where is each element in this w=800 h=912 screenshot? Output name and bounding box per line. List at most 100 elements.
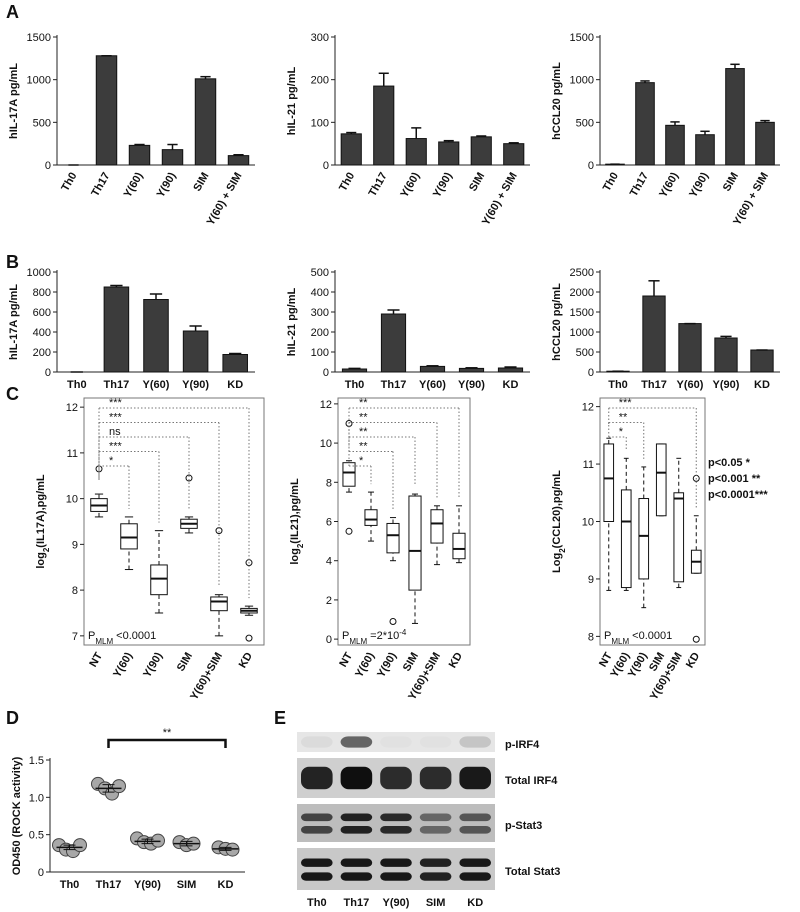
box	[210, 596, 228, 612]
bar	[341, 368, 368, 373]
significance-label: *	[109, 455, 114, 467]
text-part: MLM	[95, 637, 113, 646]
x-tick-label: SIM	[721, 171, 741, 194]
significance-label: ns	[109, 426, 121, 438]
blot-band	[459, 766, 491, 790]
bar	[642, 295, 666, 373]
bar	[161, 149, 184, 166]
significance-label: **	[619, 412, 628, 424]
y-tick-label: 9	[588, 574, 594, 586]
bar	[227, 155, 250, 166]
x-tick-label: Th0	[59, 171, 79, 194]
box	[364, 509, 378, 526]
bar	[458, 367, 485, 373]
y-axis-label: log2(IL17A),pg/mL	[35, 474, 51, 569]
bar	[470, 136, 492, 166]
blot-band	[380, 813, 412, 822]
box	[603, 443, 615, 522]
bar	[438, 141, 460, 166]
blot-strip	[297, 848, 495, 890]
significance-label: *	[359, 455, 364, 467]
x-tick-label: KD	[447, 650, 465, 670]
text-part: MLM	[349, 637, 367, 646]
x-tick-label: Y(60)	[657, 170, 681, 200]
x-tick-label: Th17	[381, 379, 407, 391]
y-tick-label: 1500	[570, 307, 594, 319]
x-tick-label: KD	[218, 879, 234, 891]
plot-frame	[599, 397, 706, 646]
blot-band	[419, 826, 452, 834]
box	[408, 495, 422, 591]
pmlm-label: PMLM <0.0001	[604, 630, 672, 646]
y-tick-label: 500	[576, 117, 594, 129]
y-tick-label: 8	[588, 631, 594, 643]
bar	[103, 286, 130, 373]
y-axis-label: hIL-21 pg/mL	[286, 67, 298, 136]
box	[150, 564, 168, 596]
y-axis-label: hIL-21 pg/mL	[286, 288, 298, 357]
y-tick-label: 1000	[570, 75, 594, 87]
y-tick-label: 1500	[27, 32, 51, 44]
text-part: -4	[399, 628, 407, 637]
y-tick-label: 400	[33, 327, 51, 339]
y-tick-label: 9	[72, 539, 78, 551]
bar	[678, 323, 702, 373]
y-tick-label: 200	[33, 347, 51, 359]
y-tick-label: 0	[323, 160, 329, 172]
x-tick-label: Y(90)	[375, 650, 399, 680]
y-tick-label: 4	[326, 556, 332, 568]
box	[673, 492, 685, 583]
x-tick-label: Th17	[367, 171, 390, 199]
y-tick-label: 2000	[570, 287, 594, 299]
text-part: P	[342, 630, 349, 642]
blot-lane-label: Th0	[307, 897, 327, 909]
bar	[222, 354, 248, 373]
text-part: (CCL20),pg/mL	[551, 470, 563, 549]
x-tick-label: Th17	[641, 379, 667, 391]
x-tick-label: KD	[754, 379, 770, 391]
y-tick-label: 0	[326, 634, 332, 646]
box	[452, 532, 466, 560]
blot-band	[419, 766, 452, 790]
blot-band	[459, 736, 491, 748]
text-part: (IL21),pg/mL	[289, 478, 301, 544]
significance-label: ***	[109, 412, 123, 424]
bar	[405, 138, 427, 166]
y-tick-label: 1500	[570, 32, 594, 44]
x-tick-label: KD	[684, 650, 702, 670]
y-tick-label: 1000	[570, 327, 594, 339]
blot-band	[420, 736, 452, 747]
significance-label: ***	[109, 441, 123, 453]
blot-band	[419, 872, 452, 881]
y-tick-label: 1000	[27, 75, 51, 87]
x-tick-label: Y(90)	[134, 879, 161, 891]
y-tick-label: 1000	[27, 267, 51, 279]
blot-band	[459, 813, 491, 822]
x-tick-label: NT	[337, 650, 355, 669]
box	[430, 509, 444, 544]
text-part: P	[88, 630, 95, 642]
y-tick-label: 100	[311, 117, 329, 129]
blot-band	[301, 813, 333, 822]
text-part: log	[289, 548, 301, 565]
comparison-bracket	[107, 738, 227, 748]
x-tick-label: SIM	[401, 651, 421, 674]
y-axis-label: hIL-17A pg/mL	[8, 284, 20, 360]
y-tick-label: 500	[576, 347, 594, 359]
significance-label: ***	[109, 397, 123, 409]
bar	[725, 68, 745, 166]
comparison-label: **	[163, 727, 172, 739]
x-tick-label: Y(60)	[111, 650, 135, 680]
x-tick-label: Y(90)	[155, 170, 179, 200]
y-tick-label: 11	[67, 448, 78, 460]
x-tick-label: Y(90)	[182, 379, 209, 391]
y-tick-label: 6	[326, 517, 332, 529]
y-tick-label: 1.0	[29, 792, 44, 804]
significance-label: *	[619, 426, 624, 438]
y-tick-label: 0	[45, 367, 51, 379]
blot-band	[340, 736, 373, 748]
blot-band	[340, 813, 373, 822]
blot-band	[380, 872, 412, 881]
blot-band	[340, 826, 373, 834]
